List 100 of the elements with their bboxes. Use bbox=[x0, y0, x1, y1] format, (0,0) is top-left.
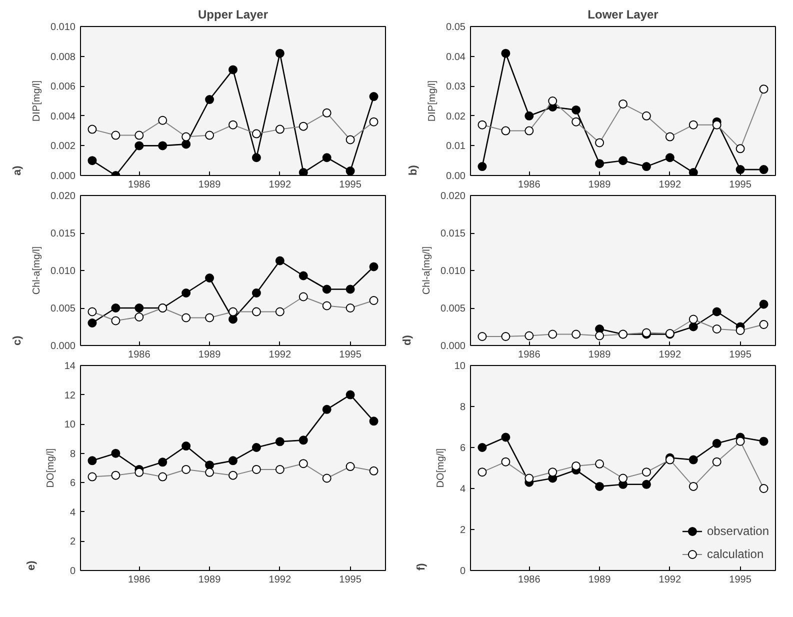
point bbox=[759, 165, 768, 174]
point bbox=[642, 480, 651, 489]
x-tick-label: 1986 bbox=[128, 180, 151, 190]
point bbox=[205, 274, 214, 282]
x-tick-label: 1986 bbox=[518, 350, 541, 360]
point bbox=[322, 404, 332, 414]
legend-label: calculation bbox=[706, 547, 764, 561]
y-tick-label: 0.006 bbox=[50, 82, 76, 93]
x-tick-label: 1992 bbox=[658, 350, 682, 360]
point bbox=[322, 284, 332, 294]
y-tick-label: 0.020 bbox=[440, 191, 466, 202]
point bbox=[275, 437, 284, 446]
y-tick-label: 0.020 bbox=[50, 191, 76, 202]
point bbox=[595, 482, 604, 491]
y-tick-label: 0.005 bbox=[440, 304, 466, 314]
chart-title: Upper Layer bbox=[198, 8, 268, 22]
y-tick-label: 12 bbox=[64, 390, 76, 402]
x-tick-label: 1986 bbox=[128, 574, 151, 586]
x-tick-label: 1989 bbox=[588, 180, 612, 190]
x-tick-label: 1995 bbox=[339, 350, 362, 360]
point bbox=[322, 153, 332, 162]
y-tick-label: 0.002 bbox=[50, 141, 76, 152]
y-tick-label: 0.015 bbox=[440, 228, 466, 240]
y-tick-label: 0.010 bbox=[50, 22, 76, 33]
text: f) bbox=[416, 562, 428, 570]
point bbox=[524, 111, 534, 120]
text: b) bbox=[408, 164, 420, 176]
x-tick-label: 1989 bbox=[588, 350, 612, 360]
point bbox=[228, 65, 238, 74]
y-tick-label: 2 bbox=[460, 525, 466, 536]
x-tick-label: 1995 bbox=[729, 180, 752, 190]
x-tick-label: 1986 bbox=[518, 574, 541, 586]
point bbox=[501, 432, 510, 442]
y-tick-label: 0.000 bbox=[50, 171, 76, 182]
point bbox=[158, 458, 168, 467]
y-axis-title: DIP[mg/l] bbox=[31, 80, 42, 122]
chart-title: Lower Layer bbox=[588, 8, 659, 22]
point bbox=[346, 166, 355, 176]
point bbox=[111, 304, 120, 312]
point bbox=[275, 48, 284, 58]
x-tick-label: 1992 bbox=[658, 180, 682, 190]
y-tick-label: 6 bbox=[460, 443, 466, 454]
y-tick-label: 0.010 bbox=[50, 266, 76, 277]
point bbox=[369, 92, 378, 102]
point bbox=[712, 307, 722, 316]
y-tick-label: 4 bbox=[460, 484, 466, 495]
point bbox=[759, 300, 768, 309]
point bbox=[346, 284, 355, 294]
point bbox=[182, 140, 191, 149]
x-tick-label: 1995 bbox=[339, 180, 362, 190]
y-tick-label: 2 bbox=[70, 536, 76, 548]
point bbox=[688, 168, 698, 176]
x-tick-label: 1986 bbox=[518, 180, 541, 190]
y-axis-title: DIP[mg/l] bbox=[427, 80, 438, 122]
point bbox=[205, 460, 214, 470]
point bbox=[736, 165, 745, 174]
y-tick-label: 0.05 bbox=[446, 22, 466, 33]
y-tick-label: 0.000 bbox=[440, 341, 466, 352]
x-tick-label: 1995 bbox=[729, 574, 752, 586]
text: a) bbox=[12, 165, 24, 176]
y-tick-label: 8 bbox=[460, 402, 466, 413]
point bbox=[298, 168, 308, 176]
y-tick-label: 0.01 bbox=[446, 141, 466, 152]
y-axis-title: Chl-a[mg/l] bbox=[31, 246, 42, 295]
point bbox=[134, 141, 144, 150]
x-tick-label: 1992 bbox=[268, 350, 292, 360]
x-tick-label: 1989 bbox=[198, 180, 222, 190]
point bbox=[478, 162, 487, 172]
point bbox=[712, 438, 722, 448]
point bbox=[298, 436, 308, 445]
y-tick-label: 8 bbox=[70, 448, 76, 460]
x-tick-label: 1995 bbox=[339, 574, 362, 586]
y-tick-label: 0.00 bbox=[446, 171, 466, 182]
y-axis-title: Chl-a[mg/l] bbox=[421, 246, 432, 295]
point bbox=[478, 443, 487, 452]
y-tick-label: 0.008 bbox=[50, 52, 76, 63]
point bbox=[88, 156, 97, 166]
point bbox=[88, 318, 97, 328]
point bbox=[182, 442, 191, 451]
legend-label: observation bbox=[706, 524, 769, 538]
y-tick-label: 4 bbox=[70, 507, 76, 518]
point bbox=[298, 271, 308, 280]
point bbox=[346, 390, 355, 400]
point bbox=[275, 256, 284, 266]
x-tick-label: 1989 bbox=[588, 574, 612, 586]
point bbox=[252, 443, 261, 452]
point bbox=[595, 159, 604, 168]
y-tick-label: 0.010 bbox=[440, 266, 466, 277]
y-tick-label: 0.005 bbox=[50, 304, 76, 314]
y-tick-label: 0 bbox=[460, 566, 466, 577]
y-tick-label: 6 bbox=[70, 478, 76, 490]
point bbox=[369, 416, 378, 426]
y-tick-label: 10 bbox=[454, 361, 466, 372]
point bbox=[228, 314, 238, 324]
point bbox=[252, 288, 261, 298]
point bbox=[688, 455, 698, 464]
y-tick-label: 0.004 bbox=[50, 111, 76, 122]
y-axis-title: DO[mg/l] bbox=[45, 448, 56, 488]
y-tick-label: 14 bbox=[64, 361, 76, 372]
x-tick-label: 1992 bbox=[268, 180, 292, 190]
